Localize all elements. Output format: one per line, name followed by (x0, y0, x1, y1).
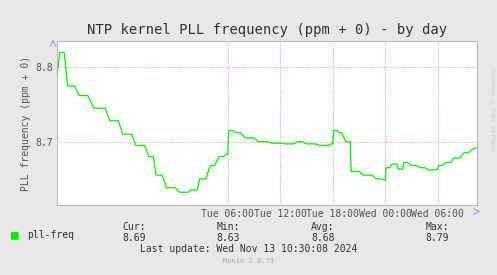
Text: Last update: Wed Nov 13 10:30:08 2024: Last update: Wed Nov 13 10:30:08 2024 (140, 244, 357, 254)
Text: 8.69: 8.69 (122, 233, 146, 243)
Y-axis label: PLL frequency (ppm + 0): PLL frequency (ppm + 0) (21, 56, 31, 191)
Text: RRDTOOL / TOBI OETIKER: RRDTOOL / TOBI OETIKER (490, 69, 495, 151)
Text: 8.68: 8.68 (311, 233, 335, 243)
Text: 8.63: 8.63 (217, 233, 241, 243)
Text: Cur:: Cur: (122, 222, 146, 232)
Text: Max:: Max: (425, 222, 449, 232)
Title: NTP kernel PLL frequency (ppm + 0) - by day: NTP kernel PLL frequency (ppm + 0) - by … (87, 23, 447, 37)
Text: Munin 2.0.73: Munin 2.0.73 (223, 258, 274, 264)
Text: ■: ■ (11, 229, 18, 242)
Text: 8.79: 8.79 (425, 233, 449, 243)
Text: pll-freq: pll-freq (27, 230, 75, 240)
Text: Min:: Min: (217, 222, 241, 232)
Text: Avg:: Avg: (311, 222, 335, 232)
